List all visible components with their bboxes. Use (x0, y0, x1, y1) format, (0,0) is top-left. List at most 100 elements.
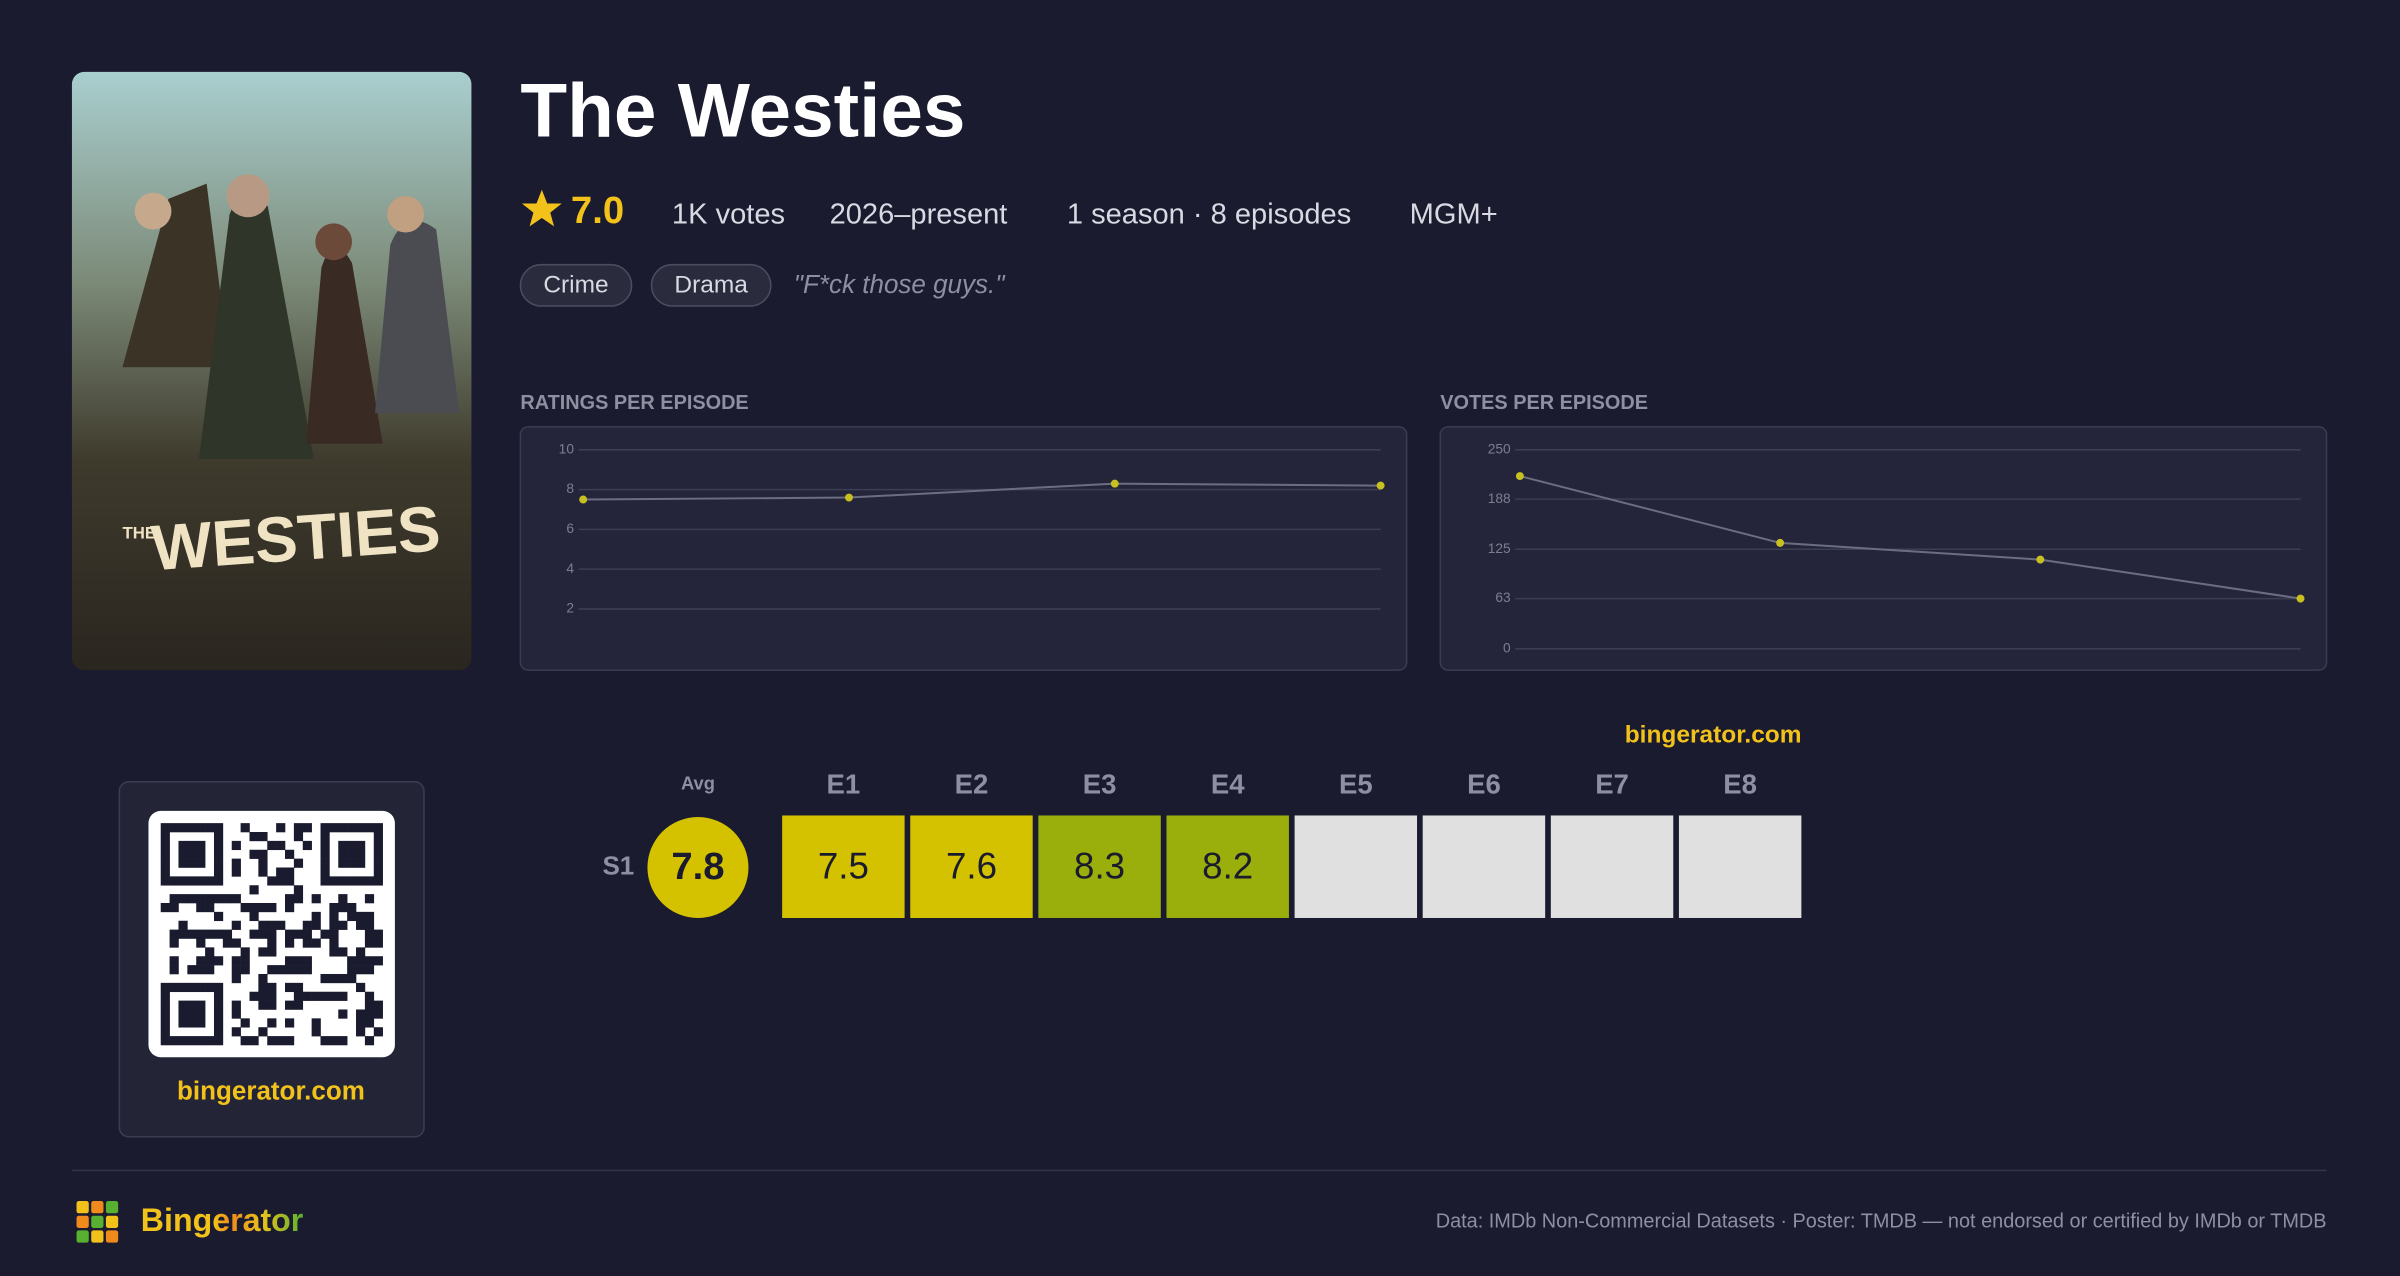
qr-module (196, 956, 206, 966)
qr-caption: bingerator.com (177, 1075, 365, 1105)
charts: RATINGS PER EPISODE 2 4 6 8 10 VOTES PER EPISO… (519, 392, 2328, 671)
point (1515, 472, 1524, 481)
site-link[interactable]: bingerator.com (1625, 721, 1802, 748)
qr-module (276, 823, 286, 833)
point (845, 493, 853, 502)
qr-module (169, 929, 179, 939)
qr-module (213, 1027, 224, 1037)
qr-module (373, 867, 383, 877)
chart-frame (519, 426, 1408, 671)
episode-cell[interactable] (1678, 815, 1802, 918)
avg-circle (647, 817, 749, 918)
qr-module (364, 991, 375, 1001)
qr-module (258, 929, 268, 939)
qr-module (285, 1018, 295, 1028)
episode-label: E2 (955, 769, 989, 800)
qr-module (356, 840, 366, 851)
qr-module (267, 1000, 277, 1010)
qr-module (347, 973, 357, 984)
poster-kicker: THE (122, 523, 156, 542)
qr-module (311, 911, 321, 922)
qr-module (293, 929, 304, 939)
qr-module (293, 894, 304, 904)
qr-module (373, 823, 383, 833)
episode-cell[interactable] (1038, 815, 1161, 918)
qr-code[interactable] (160, 823, 383, 1046)
qr-module (329, 1036, 339, 1046)
qr-module (302, 823, 312, 833)
episode-cell[interactable] (1294, 815, 1418, 918)
qr-module (160, 1027, 170, 1037)
point (2296, 594, 2305, 603)
qr-module (356, 956, 366, 966)
qr-module (213, 823, 224, 833)
y-tick-label: 6 (566, 521, 574, 536)
qr-module (213, 894, 224, 904)
qr-module (205, 876, 215, 886)
qr-module (285, 849, 295, 859)
qr-module (258, 1027, 268, 1037)
qr-module (231, 1000, 241, 1010)
episode-rating: 8.2 (1202, 846, 1253, 887)
qr-module (373, 1000, 383, 1010)
episode-cell[interactable] (1166, 815, 1289, 918)
qr-module (356, 965, 366, 975)
logo-square (91, 1230, 104, 1243)
episode-cell[interactable] (1422, 815, 1546, 918)
qr-module (249, 929, 259, 939)
episode-label: E8 (1723, 769, 1757, 800)
qr-module (267, 920, 277, 930)
qr-module (302, 956, 312, 966)
qr-module (293, 885, 304, 895)
qr-module (240, 965, 250, 975)
qr-module (338, 840, 348, 851)
episode-cell[interactable] (1550, 815, 1674, 918)
meta-row: 1K votes 2026–present 1 season · 8 episo… (672, 198, 1498, 230)
qr-module (160, 840, 170, 851)
qr-module (329, 938, 339, 948)
qr-module (276, 840, 286, 851)
qr-module (160, 849, 170, 859)
logo-square (91, 1215, 104, 1228)
qr-module (205, 929, 215, 939)
qr-module (178, 823, 188, 833)
qr-module (258, 973, 268, 984)
qr-module (364, 938, 375, 948)
qr-module (205, 947, 215, 957)
qr-module (222, 894, 233, 904)
qr-module (258, 920, 268, 930)
years: 2026–present (830, 198, 1008, 230)
qr-module (258, 991, 268, 1001)
qr-module (276, 920, 286, 930)
qr-module (187, 840, 197, 851)
qr-module (373, 956, 383, 966)
qr-module (178, 929, 188, 939)
qr-module (160, 1018, 170, 1028)
episode-cell[interactable] (782, 815, 905, 918)
qr-module (293, 823, 304, 833)
qr-module (364, 911, 375, 922)
qr-module (364, 956, 375, 966)
qr-module (160, 867, 170, 877)
qr-module (196, 1009, 206, 1019)
qr-module (356, 876, 366, 886)
qr-module (178, 982, 188, 993)
qr-module (373, 1027, 383, 1037)
qr-module (364, 929, 375, 939)
qr-module (231, 965, 241, 975)
qr-module (293, 965, 304, 975)
qr-module (347, 902, 357, 913)
qr-module (213, 849, 224, 859)
qr-module (178, 1018, 188, 1028)
qr-module (169, 956, 179, 966)
qr-module (285, 1036, 295, 1046)
qr-module (178, 894, 188, 904)
qr-module (169, 982, 179, 993)
qr-module (338, 1036, 348, 1046)
qr-module (240, 1018, 250, 1028)
qr-module (196, 823, 206, 833)
line (583, 482, 1381, 501)
episode-cell[interactable] (910, 815, 1033, 918)
logo-square (76, 1230, 89, 1243)
qr-module (205, 965, 215, 975)
